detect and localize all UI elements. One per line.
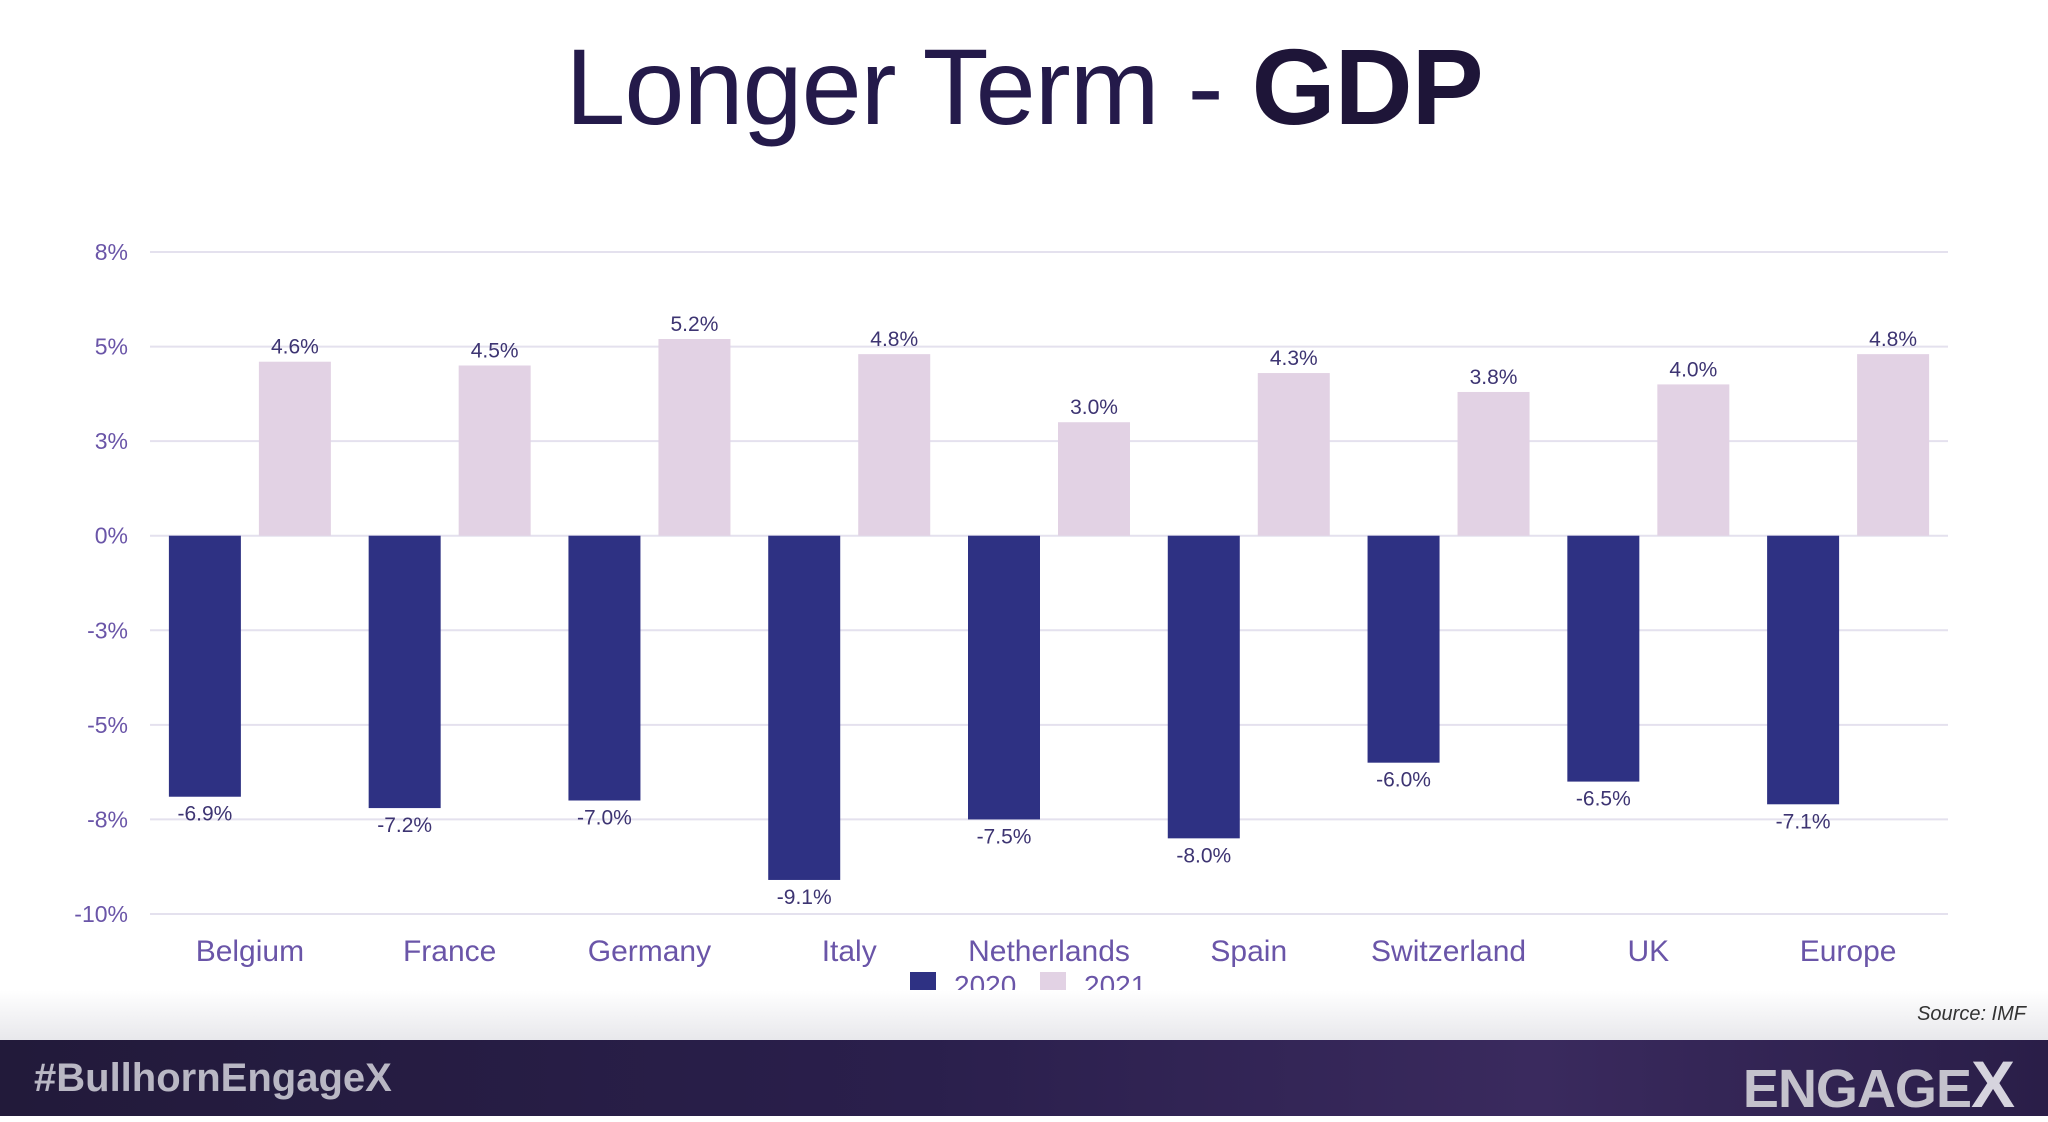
data-label-2021: 3.0% [1070, 396, 1118, 419]
bar-2020 [1767, 535, 1840, 805]
data-label-2020: -6.0% [1376, 769, 1431, 792]
event-banner: #BullhornEngageX ENGAGEX [0, 1040, 2048, 1121]
data-label-2021: 4.8% [1869, 328, 1917, 351]
data-label-2021: 5.2% [671, 313, 719, 336]
data-label-2020: -7.2% [377, 814, 432, 837]
x-tick-label: UK [1627, 935, 1669, 968]
page-title: Longer Term - GDP [0, 22, 2048, 152]
y-tick-label: -5% [87, 712, 128, 738]
gdp-bar-chart: 8% 5% 3% 0% -3% -5% -8% -10% -6.9% 4.6% -7.2% 4.5%… [74, 239, 1948, 1001]
y-axis: 8% 5% 3% 0% -3% -5% -8% -10% [74, 239, 128, 927]
bar-2020 [1567, 535, 1640, 782]
x-tick-label: Switzerland [1371, 935, 1526, 968]
x-tick-label: Spain [1210, 935, 1287, 968]
x-tick-label: Italy [822, 935, 877, 968]
x-tick-label: Belgium [196, 935, 304, 968]
bar-2021 [1657, 384, 1730, 536]
footer-fade [0, 990, 2048, 1044]
x-axis: Belgium France Germany Italy Netherlands Spai… [196, 935, 1897, 968]
bar-2020 [168, 535, 241, 797]
y-tick-label: -8% [87, 806, 128, 832]
bar-2020 [568, 535, 641, 801]
title-bold: GDP [1251, 26, 1484, 147]
bar-2020 [1367, 535, 1440, 763]
engage-logo-x: X [1970, 1047, 2015, 1121]
y-tick-label: 8% [95, 239, 128, 265]
x-tick-label: Netherlands [968, 935, 1130, 968]
y-tick-label: 0% [95, 523, 128, 549]
data-label-2020: -7.1% [1776, 810, 1831, 833]
bar-2021 [1257, 373, 1330, 536]
data-label-2020: -9.1% [777, 886, 832, 909]
bar-2020 [1167, 535, 1240, 839]
y-tick-label: 5% [95, 334, 128, 360]
bar-2021 [1058, 422, 1130, 536]
event-hashtag: #BullhornEngageX [34, 1056, 392, 1100]
title-light: Longer Term - [565, 26, 1252, 147]
data-label-2021: 4.3% [1270, 347, 1318, 370]
x-tick-label: Europe [1800, 935, 1897, 968]
x-tick-label: France [403, 935, 496, 968]
data-label-2021: 4.6% [271, 336, 319, 359]
data-label-2021: 4.0% [1669, 358, 1717, 381]
bar-2020 [368, 535, 441, 809]
chart-gridlines [150, 251, 1948, 915]
bar-2020 [968, 535, 1040, 820]
y-tick-label: -10% [74, 901, 128, 927]
bar-2021 [858, 354, 931, 536]
data-label-2021: 4.5% [471, 339, 519, 362]
data-label-2020: -7.5% [977, 825, 1032, 848]
engage-logo: ENGAGEX [1742, 1046, 2015, 1122]
data-labels: -6.9% 4.6% -7.2% 4.5% -7.0% 5.2% -9.1% 4.8% -7.5… [177, 313, 1917, 909]
data-label-2021: 3.8% [1470, 366, 1518, 389]
bar-2021 [1457, 391, 1530, 536]
data-label-2020: -6.9% [177, 803, 232, 826]
bar-2021 [458, 365, 531, 536]
x-tick-label: Germany [588, 935, 711, 968]
bar-2020 [768, 535, 841, 880]
data-label-2020: -7.0% [577, 807, 632, 830]
bar-2021 [258, 361, 331, 536]
bar-2021 [1857, 354, 1930, 536]
source-note: Source: IMF [1917, 1003, 2026, 1025]
data-label-2020: -6.5% [1576, 788, 1631, 811]
data-label-2021: 4.8% [870, 328, 918, 351]
chart-bars [168, 339, 1930, 880]
y-tick-label: -3% [87, 617, 128, 643]
engage-logo-text: ENGAGE [1742, 1059, 1972, 1119]
y-tick-label: 3% [95, 428, 128, 454]
bar-2021 [658, 339, 731, 536]
data-label-2020: -8.0% [1176, 844, 1231, 867]
slide: Longer Term - GDP 8% 5% 3% 0% -3% -5% -8% -10% … [0, 22, 2048, 1044]
